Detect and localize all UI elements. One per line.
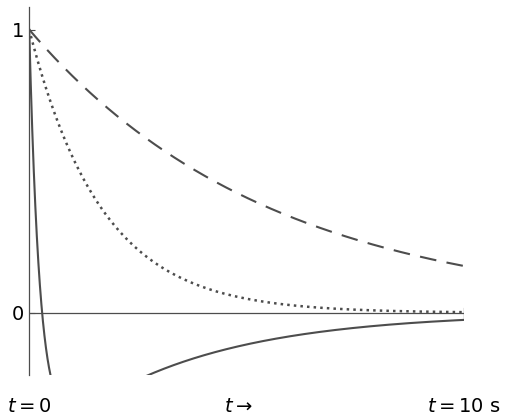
Text: $t=0$: $t=0$ (7, 398, 51, 416)
Text: $t\rightarrow$: $t\rightarrow$ (224, 398, 252, 416)
Text: $t=10\ \mathrm{s}$: $t=10\ \mathrm{s}$ (427, 398, 501, 416)
